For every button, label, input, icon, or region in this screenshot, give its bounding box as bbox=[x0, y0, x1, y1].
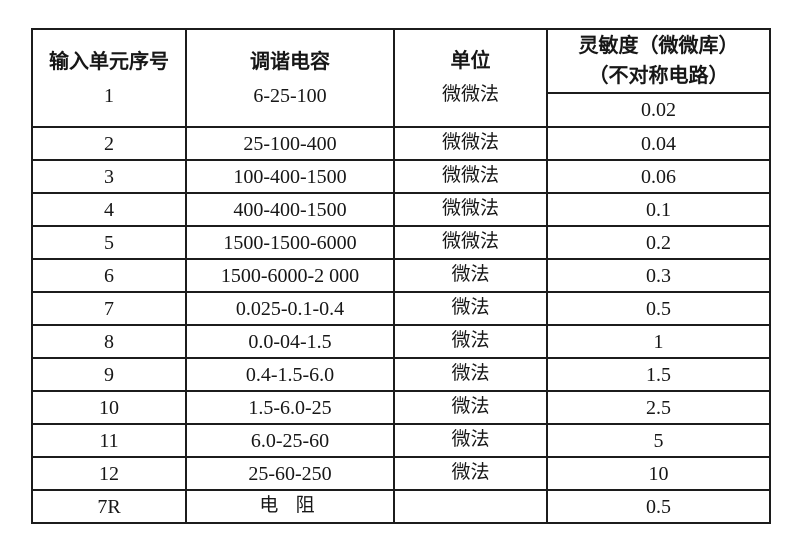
cell-sensitivity: 0.2 bbox=[546, 225, 771, 260]
table-row: 4 400-400-1500 微微法 0.1 bbox=[31, 192, 771, 227]
cell-capacitance: 0.4-1.5-6.0 bbox=[185, 357, 395, 392]
cell-sensitivity: 0.5 bbox=[546, 291, 771, 326]
cell-sensitivity: 2.5 bbox=[546, 390, 771, 425]
cell-sensitivity: 0.06 bbox=[546, 159, 771, 194]
cell-serial: 12 bbox=[31, 456, 187, 491]
table-row: 5 1500-1500-6000 微微法 0.2 bbox=[31, 225, 771, 260]
cell-unit: 微法 bbox=[393, 423, 548, 458]
cell-serial: 9 bbox=[31, 357, 187, 392]
column-header-serial: 输入单元序号 bbox=[49, 50, 169, 73]
cell-capacitance: 100-400-1500 bbox=[185, 159, 395, 194]
cell-sensitivity: 1.5 bbox=[546, 357, 771, 392]
cell-capacitance: 6.0-25-60 bbox=[185, 423, 395, 458]
column-header-sensitivity-line1: 灵敏度（微微库） bbox=[578, 35, 739, 57]
cell-sensitivity: 0.5 bbox=[546, 489, 771, 524]
cell-sensitivity: 0.3 bbox=[546, 258, 771, 293]
cell-capacitance: 0.0-04-1.5 bbox=[185, 324, 395, 359]
header-cell-serial: 输入单元序号 1 bbox=[31, 28, 187, 128]
cell-capacitance: 1500-6000-2 000 bbox=[185, 258, 395, 293]
cell-serial: 4 bbox=[31, 192, 187, 227]
cell-sensitivity: 1 bbox=[546, 324, 771, 359]
table-row: 0.02 bbox=[32, 92, 771, 128]
cell-unit: 微法 bbox=[393, 324, 548, 359]
cell-sensitivity: 10 bbox=[546, 456, 771, 491]
cell-serial: 2 bbox=[31, 126, 187, 161]
table-row: 8 0.0-04-1.5 微法 1 bbox=[31, 324, 771, 359]
cell-unit: 微微法 bbox=[393, 225, 548, 260]
cell-unit: 微法 bbox=[393, 258, 548, 293]
cell-capacitance: 电 阻 bbox=[185, 489, 395, 524]
cell-sensitivity-row1: 0.02 bbox=[546, 92, 771, 128]
cell-unit: 微微法 bbox=[393, 126, 548, 161]
header-cell-capacitance: 调谐电容 6-25-100 bbox=[185, 28, 395, 128]
table-row: 12 25-60-250 微法 10 bbox=[31, 456, 771, 491]
column-header-sensitivity-line2: （不对称电路） bbox=[588, 65, 729, 87]
cell-capacitance: 400-400-1500 bbox=[185, 192, 395, 227]
table-row: 2 25-100-400 微微法 0.04 bbox=[31, 126, 771, 161]
cell-capacitance-row1: 6-25-100 bbox=[253, 84, 327, 107]
table-row: 11 6.0-25-60 微法 5 bbox=[31, 423, 771, 458]
cell-serial: 11 bbox=[31, 423, 187, 458]
input-unit-spec-table: 输入单元序号 1 调谐电容 6-25-100 单位 微微法 bbox=[31, 28, 771, 524]
column-header-unit: 单位 bbox=[450, 50, 491, 73]
cell-unit: 微法 bbox=[393, 291, 548, 326]
cell-capacitance: 25-60-250 bbox=[185, 456, 395, 491]
cell-serial: 5 bbox=[31, 225, 187, 260]
cell-unit-row1: 微微法 bbox=[441, 84, 499, 106]
cell-serial: 3 bbox=[31, 159, 187, 194]
table-row: 7R 电 阻 0.5 bbox=[31, 489, 771, 524]
cell-serial: 6 bbox=[31, 258, 187, 293]
cell-sensitivity: 5 bbox=[546, 423, 771, 458]
cell-capacitance: 1500-1500-6000 bbox=[185, 225, 395, 260]
header-cell-sensitivity: 灵敏度（微微库） （不对称电路） bbox=[546, 28, 771, 94]
table-row: 10 1.5-6.0-25 微法 2.5 bbox=[31, 390, 771, 425]
cell-capacitance: 1.5-6.0-25 bbox=[185, 390, 395, 425]
cell-unit: 微法 bbox=[393, 390, 548, 425]
cell-capacitance: 0.025-0.1-0.4 bbox=[185, 291, 395, 326]
cell-serial: 10 bbox=[31, 390, 187, 425]
cell-unit bbox=[393, 489, 548, 524]
table-header-row: 输入单元序号 1 调谐电容 6-25-100 单位 微微法 bbox=[31, 28, 771, 128]
column-header-capacitance: 调谐电容 bbox=[250, 50, 330, 73]
cell-capacitance: 25-100-400 bbox=[185, 126, 395, 161]
cell-sensitivity: 0.1 bbox=[546, 192, 771, 227]
cell-unit: 微法 bbox=[393, 357, 548, 392]
cell-unit: 微法 bbox=[393, 456, 548, 491]
cell-serial-row1: 1 bbox=[104, 84, 114, 107]
cell-unit: 微微法 bbox=[393, 192, 548, 227]
table-row: 3 100-400-1500 微微法 0.06 bbox=[31, 159, 771, 194]
table-row: 9 0.4-1.5-6.0 微法 1.5 bbox=[31, 357, 771, 392]
header-cell-unit: 单位 微微法 bbox=[393, 28, 548, 128]
cell-serial: 8 bbox=[31, 324, 187, 359]
cell-sensitivity: 0.04 bbox=[546, 126, 771, 161]
table-row: 6 1500-6000-2 000 微法 0.3 bbox=[31, 258, 771, 293]
cell-serial: 7 bbox=[31, 291, 187, 326]
table-row: 7 0.025-0.1-0.4 微法 0.5 bbox=[31, 291, 771, 326]
cell-serial: 7R bbox=[31, 489, 187, 524]
cell-unit: 微微法 bbox=[393, 159, 548, 194]
